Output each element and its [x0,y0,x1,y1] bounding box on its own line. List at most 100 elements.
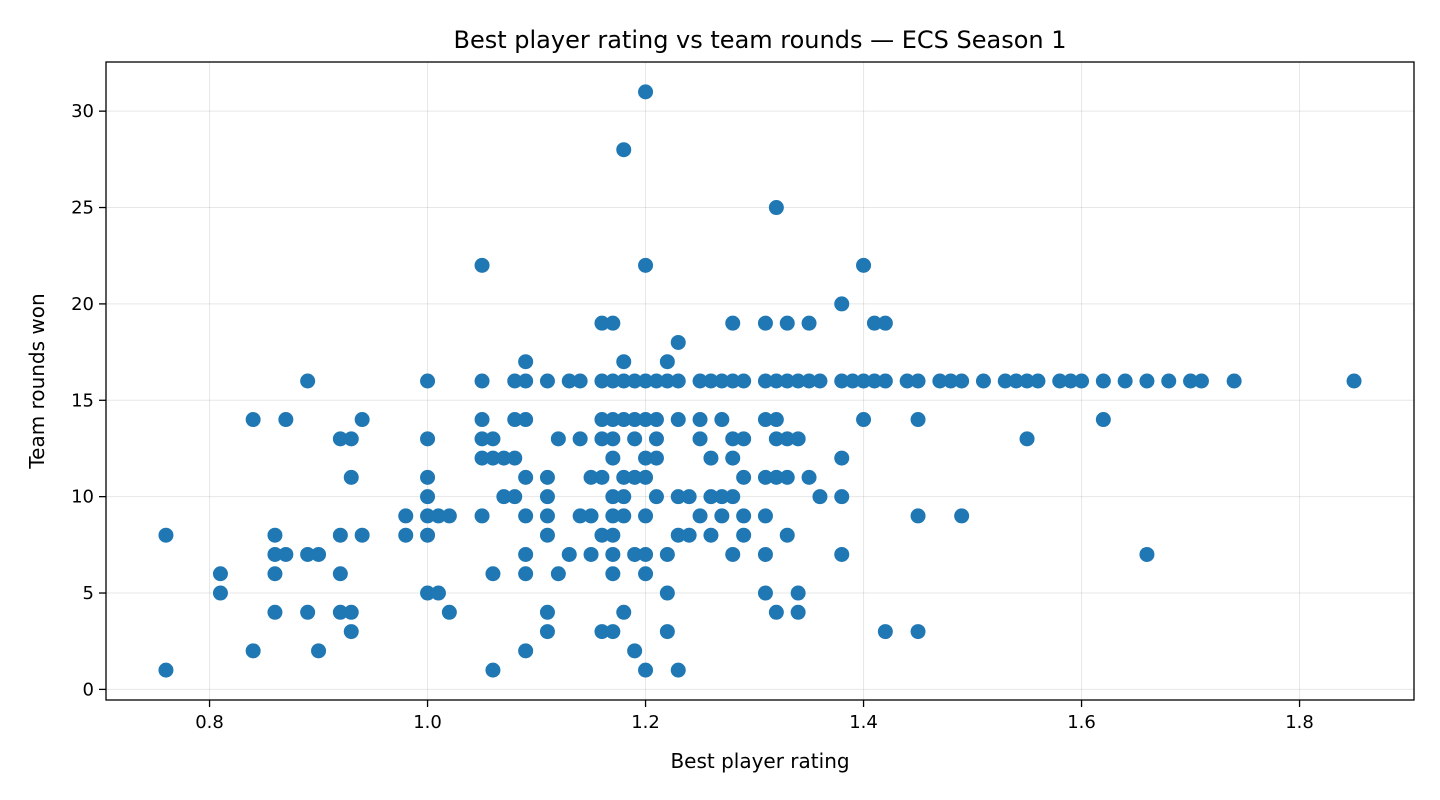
data-point [670,527,686,543]
data-point [496,489,512,505]
data-point [594,373,610,389]
data-point [539,373,555,389]
data-point [300,604,316,620]
data-point [354,527,370,543]
data-point [714,508,730,524]
data-point [648,373,664,389]
data-point [485,450,501,466]
data-point [638,450,654,466]
data-point [790,431,806,447]
data-point [605,373,621,389]
data-point [768,412,784,428]
data-point [638,84,654,100]
data-point [1161,373,1177,389]
data-point [834,546,850,562]
data-point [594,431,610,447]
y-tick-label: 5 [83,583,94,604]
data-point [725,373,741,389]
data-point [768,604,784,620]
data-point [681,489,697,505]
data-point [910,373,926,389]
data-point [714,373,730,389]
data-point [594,527,610,543]
data-point [768,373,784,389]
data-point [801,469,817,485]
data-point [1193,373,1209,389]
data-point [736,373,752,389]
data-point [605,566,621,582]
data-point [158,527,174,543]
data-point [856,373,872,389]
data-point [681,527,697,543]
data-point [757,546,773,562]
data-point [474,412,490,428]
data-point [605,508,621,524]
x-axis-label: Best player rating [670,749,849,773]
data-point [518,508,534,524]
data-point [670,489,686,505]
data-point [757,315,773,331]
data-point [212,585,228,601]
data-point [790,585,806,601]
data-point [659,354,675,370]
data-point [692,508,708,524]
data-point [518,412,534,428]
x-tick-label: 1.8 [1285,712,1314,733]
data-point [757,585,773,601]
data-point [518,469,534,485]
data-point [605,315,621,331]
data-point [485,566,501,582]
data-point [1139,373,1155,389]
data-point [659,585,675,601]
data-point [594,412,610,428]
data-point [975,373,991,389]
data-point [801,373,817,389]
data-point [670,373,686,389]
data-point [736,508,752,524]
data-point [539,508,555,524]
data-point [648,412,664,428]
data-point [725,431,741,447]
data-point [616,604,632,620]
data-point [910,508,926,524]
data-point [485,431,501,447]
data-point [877,315,893,331]
data-point [343,469,359,485]
data-point [703,450,719,466]
data-point [518,643,534,659]
data-point [638,662,654,678]
data-point [267,604,283,620]
y-tick-label: 15 [71,390,94,411]
data-point [267,527,283,543]
data-point [779,469,795,485]
data-point [550,431,566,447]
data-point [267,546,283,562]
data-point [659,546,675,562]
data-point [332,527,348,543]
data-point [420,489,436,505]
data-point [670,334,686,350]
y-tick-label: 30 [71,101,94,122]
data-point [692,431,708,447]
data-point [605,489,621,505]
data-point [1346,373,1362,389]
data-point [278,546,294,562]
plot-frame [105,61,1415,701]
data-point [605,546,621,562]
data-point [714,412,730,428]
data-point [539,604,555,620]
data-point [725,546,741,562]
data-point [550,566,566,582]
x-tick-label: 0.8 [195,712,224,733]
data-point [1052,373,1068,389]
data-point [398,527,414,543]
data-point [583,546,599,562]
data-point [648,431,664,447]
data-point [332,431,348,447]
data-point [812,489,828,505]
data-point [420,527,436,543]
data-point [1019,431,1035,447]
data-point [616,373,632,389]
